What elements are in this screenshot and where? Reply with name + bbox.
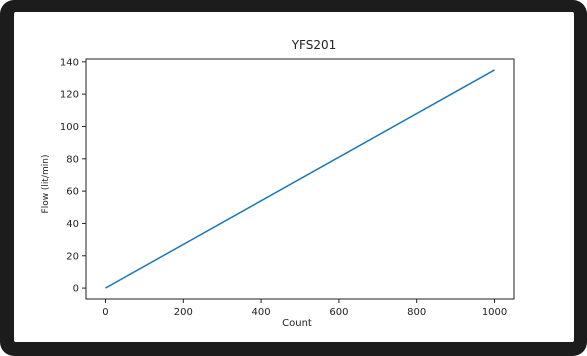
- x-tick-label: 600: [329, 307, 348, 318]
- y-tick-label: 120: [60, 90, 79, 101]
- y-tick-label: 20: [66, 251, 79, 262]
- y-tick-label: 0: [73, 284, 79, 295]
- x-tick-label: 400: [252, 307, 271, 318]
- y-axis-label: Flow (lit/min): [41, 155, 51, 214]
- y-tick-label: 40: [66, 219, 79, 230]
- x-tick-label: 0: [102, 307, 108, 318]
- x-axis-label: Count: [282, 318, 312, 329]
- chart-title: YFS201: [291, 38, 337, 52]
- figure-canvas: YFS201 Count Flow (lit/min) 0 200 400 600 80…: [14, 12, 574, 342]
- line-chart: YFS201 Count Flow (lit/min) 0 200 400 600 80…: [41, 38, 515, 329]
- y-tick-label: 140: [60, 57, 79, 68]
- x-tick-label: 1000: [482, 307, 507, 318]
- series-line: [105, 69, 495, 289]
- axes-frame: [85, 58, 515, 300]
- y-tick-label: 100: [60, 122, 79, 133]
- x-tick-label: 200: [174, 307, 193, 318]
- y-tick-label: 80: [66, 154, 79, 165]
- plot-area: 0 200 400 600 800 1000 0 20 40 60 80 100 120 140: [60, 57, 515, 318]
- x-tick-label: 800: [407, 307, 426, 318]
- y-tick-label: 60: [66, 187, 79, 198]
